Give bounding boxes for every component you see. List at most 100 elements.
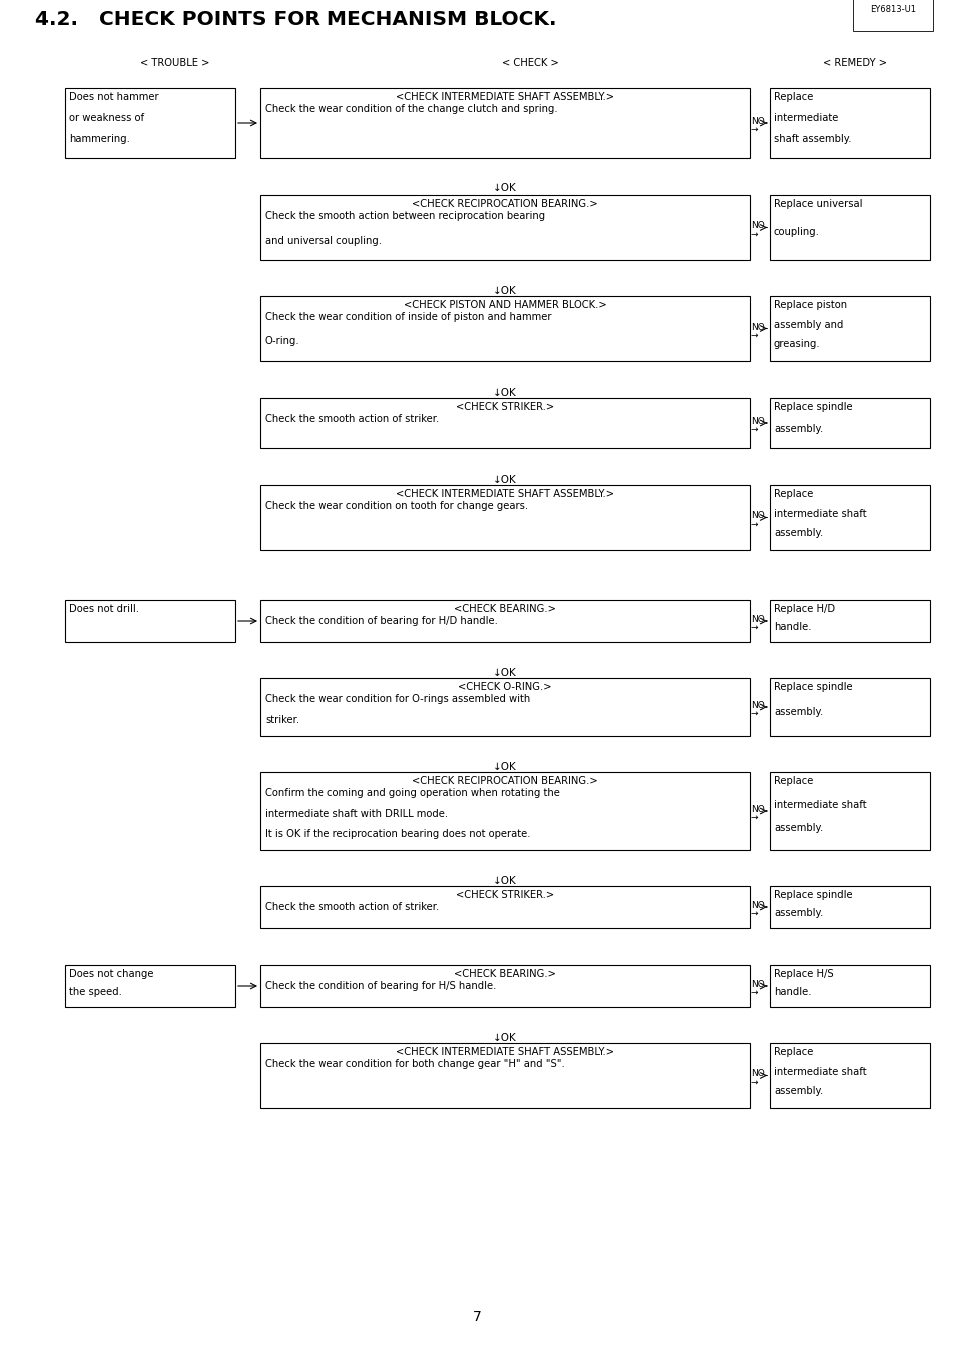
Bar [65,88,234,158]
Text: handle.: handle. [773,988,811,997]
Bar [769,771,929,850]
Text: handle.: handle. [773,623,811,632]
Text: intermediate shaft: intermediate shaft [773,509,865,519]
Text: Replace H/D: Replace H/D [773,604,834,613]
Text: →: → [750,520,758,528]
Bar [65,965,234,1006]
Text: <CHECK STRIKER.>: <CHECK STRIKER.> [456,403,554,412]
Text: Check the smooth action of striker.: Check the smooth action of striker. [265,902,438,912]
Text: →: → [750,813,758,821]
Text: Replace: Replace [773,1047,813,1056]
Text: O-ring.: O-ring. [265,336,299,346]
Bar [65,600,234,642]
Bar [769,678,929,736]
Text: or weakness of: or weakness of [69,113,144,123]
Text: < TROUBLE >: < TROUBLE > [140,58,210,68]
Bar [260,886,749,928]
Text: <CHECK INTERMEDIATE SHAFT ASSEMBLY.>: <CHECK INTERMEDIATE SHAFT ASSEMBLY.> [395,489,614,499]
Text: NO: NO [750,805,764,815]
Text: intermediate shaft: intermediate shaft [773,800,865,809]
Bar [769,88,929,158]
Text: <CHECK BEARING.>: <CHECK BEARING.> [454,969,556,979]
Text: < CHECK >: < CHECK > [501,58,558,68]
Bar [260,399,749,449]
Bar [260,600,749,642]
Bar [769,399,929,449]
Text: Replace: Replace [773,92,813,101]
Bar [769,886,929,928]
Text: →: → [750,426,758,434]
Bar [260,195,749,259]
Text: NO: NO [750,1070,764,1078]
Text: assembly and: assembly and [773,320,842,330]
Text: →: → [750,126,758,134]
Bar [260,1043,749,1108]
Text: assembly.: assembly. [773,823,822,834]
Text: NO: NO [750,417,764,426]
Bar [260,485,749,550]
Text: Check the wear condition of the change clutch and spring.: Check the wear condition of the change c… [265,104,558,113]
Text: NO: NO [750,222,764,231]
Text: <CHECK RECIPROCATION BEARING.>: <CHECK RECIPROCATION BEARING.> [412,775,598,786]
Text: Check the wear condition for O-rings assembled with: Check the wear condition for O-rings ass… [265,694,530,704]
Text: →: → [750,909,758,917]
Text: →: → [750,623,758,632]
Text: assembly.: assembly. [773,1086,822,1097]
Text: shaft assembly.: shaft assembly. [773,134,851,145]
Text: NO: NO [750,118,764,126]
Text: Does not change: Does not change [69,969,153,979]
Text: NO: NO [750,512,764,520]
Text: greasing.: greasing. [773,339,820,350]
Bar [769,195,929,259]
Text: EY6813-U1: EY6813-U1 [869,5,915,14]
Text: Replace piston: Replace piston [773,300,846,309]
Bar [260,965,749,1006]
Text: intermediate shaft: intermediate shaft [773,1067,865,1077]
Text: Check the wear condition of inside of piston and hammer: Check the wear condition of inside of pi… [265,312,551,322]
Text: 4.2.   CHECK POINTS FOR MECHANISM BLOCK.: 4.2. CHECK POINTS FOR MECHANISM BLOCK. [35,9,556,28]
Text: →: → [750,988,758,997]
Text: Replace spindle: Replace spindle [773,682,852,692]
Text: <CHECK RECIPROCATION BEARING.>: <CHECK RECIPROCATION BEARING.> [412,199,598,209]
Text: <CHECK STRIKER.>: <CHECK STRIKER.> [456,890,554,900]
Bar [769,965,929,1006]
Bar [260,771,749,850]
Text: Replace spindle: Replace spindle [773,890,852,900]
Text: Does not drill.: Does not drill. [69,604,139,613]
Text: Check the wear condition for both change gear "H" and "S".: Check the wear condition for both change… [265,1059,564,1069]
Text: assembly.: assembly. [773,707,822,717]
Text: Does not hammer: Does not hammer [69,92,158,101]
Text: →: → [750,331,758,339]
Text: striker.: striker. [265,715,299,725]
Text: intermediate shaft with DRILL mode.: intermediate shaft with DRILL mode. [265,809,448,819]
Text: Check the smooth action between reciprocation bearing: Check the smooth action between reciproc… [265,211,544,222]
Text: coupling.: coupling. [773,227,819,238]
Text: ↓OK: ↓OK [493,875,517,886]
Text: →: → [750,709,758,717]
Bar [769,1043,929,1108]
Text: intermediate: intermediate [773,113,838,123]
Text: ↓OK: ↓OK [493,476,517,485]
Text: 7: 7 [472,1310,481,1324]
Text: ↓OK: ↓OK [493,762,517,771]
Text: Check the smooth action of striker.: Check the smooth action of striker. [265,413,438,424]
Text: Replace: Replace [773,775,813,786]
Text: ↓OK: ↓OK [493,286,517,296]
Bar [260,88,749,158]
Text: NO: NO [750,615,764,624]
Text: assembly.: assembly. [773,908,822,919]
Text: <CHECK INTERMEDIATE SHAFT ASSEMBLY.>: <CHECK INTERMEDIATE SHAFT ASSEMBLY.> [395,92,614,101]
Text: It is OK if the reciprocation bearing does not operate.: It is OK if the reciprocation bearing do… [265,830,530,839]
Text: assembly.: assembly. [773,424,822,434]
Text: Confirm the coming and going operation when rotating the: Confirm the coming and going operation w… [265,788,559,798]
Text: and universal coupling.: and universal coupling. [265,235,381,246]
Text: Replace: Replace [773,489,813,499]
Bar [769,296,929,361]
Text: →: → [750,1078,758,1086]
Text: Check the wear condition on tooth for change gears.: Check the wear condition on tooth for ch… [265,501,528,511]
Text: ↓OK: ↓OK [493,1034,517,1043]
Text: <CHECK BEARING.>: <CHECK BEARING.> [454,604,556,613]
Text: Check the condition of bearing for H/S handle.: Check the condition of bearing for H/S h… [265,981,496,992]
Bar [769,485,929,550]
Bar [260,296,749,361]
